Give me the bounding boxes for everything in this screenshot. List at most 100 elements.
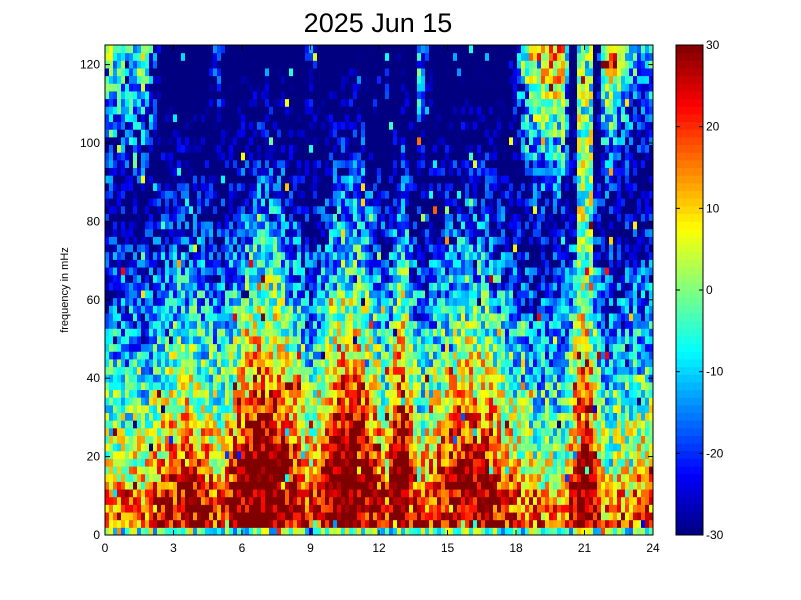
heatmap-cell xyxy=(109,190,114,199)
heatmap-cell xyxy=(373,45,378,54)
heatmap-cell xyxy=(201,198,206,207)
heatmap-cell xyxy=(309,45,314,54)
heatmap-cell xyxy=(265,52,270,61)
heatmap-cell xyxy=(121,244,126,253)
heatmap-cell xyxy=(393,527,398,536)
heatmap-cell xyxy=(233,489,238,498)
heatmap-cell xyxy=(145,305,150,314)
heatmap-cell xyxy=(389,290,394,299)
heatmap-cell xyxy=(293,52,298,61)
heatmap-cell xyxy=(313,129,318,138)
heatmap-cell xyxy=(313,481,318,490)
heatmap-cell xyxy=(301,320,306,329)
heatmap-cell xyxy=(217,106,222,115)
heatmap-cell xyxy=(149,420,154,429)
heatmap-cell xyxy=(281,496,286,505)
heatmap-cell xyxy=(293,512,298,521)
heatmap-cell xyxy=(125,328,130,337)
heatmap-cell xyxy=(189,290,194,299)
heatmap-cell xyxy=(305,450,310,459)
heatmap-cell xyxy=(181,381,186,391)
heatmap-cell xyxy=(117,159,122,168)
heatmap-cell xyxy=(177,512,182,521)
heatmap-cell xyxy=(117,489,122,498)
heatmap-cell xyxy=(269,305,274,314)
heatmap-cell xyxy=(149,45,154,54)
heatmap-cell xyxy=(417,527,422,536)
heatmap-cell xyxy=(141,512,146,521)
heatmap-cell xyxy=(317,435,322,444)
heatmap-cell xyxy=(257,198,262,207)
heatmap-cell xyxy=(357,481,362,490)
heatmap-cell xyxy=(317,83,322,92)
heatmap-cell xyxy=(317,335,322,345)
heatmap-cell xyxy=(317,312,322,322)
heatmap-cell xyxy=(349,519,354,528)
heatmap-cell xyxy=(397,351,402,360)
heatmap-cell xyxy=(233,320,238,329)
heatmap-cell xyxy=(325,389,330,398)
heatmap-cell xyxy=(313,175,318,184)
heatmap-cell xyxy=(173,473,178,482)
heatmap-cell xyxy=(109,83,114,92)
heatmap-cell xyxy=(289,52,294,61)
heatmap-cell xyxy=(329,351,334,360)
heatmap-cell xyxy=(197,159,202,168)
heatmap-cell xyxy=(317,52,322,61)
heatmap-cell xyxy=(185,450,190,459)
heatmap-cell xyxy=(145,458,150,467)
heatmap-cell xyxy=(281,290,286,299)
heatmap-cell xyxy=(117,274,122,283)
heatmap-cell xyxy=(189,45,194,54)
heatmap-cell xyxy=(349,167,354,176)
heatmap-cell xyxy=(317,489,322,498)
heatmap-cell xyxy=(113,412,118,421)
heatmap-cell xyxy=(305,121,310,130)
heatmap-cell xyxy=(281,312,286,322)
heatmap-cell xyxy=(269,259,274,268)
heatmap-cell xyxy=(193,473,198,482)
heatmap-cell xyxy=(377,205,382,214)
heatmap-cell xyxy=(265,427,270,436)
heatmap-cell xyxy=(233,60,238,69)
heatmap-cell xyxy=(221,167,226,176)
heatmap-cell xyxy=(117,90,122,100)
heatmap-cell xyxy=(105,274,110,283)
heatmap-cell xyxy=(137,466,142,475)
heatmap-cell xyxy=(221,381,226,391)
heatmap-cell xyxy=(113,221,118,230)
heatmap-cell xyxy=(253,45,258,54)
heatmap-cell xyxy=(113,152,118,161)
heatmap-cell xyxy=(281,305,286,314)
heatmap-cell xyxy=(377,481,382,490)
heatmap-cell xyxy=(393,45,398,54)
heatmap-cell xyxy=(349,404,354,413)
heatmap-cell xyxy=(177,167,182,176)
heatmap-cell xyxy=(289,129,294,138)
heatmap-cell xyxy=(381,121,386,130)
heatmap-cell xyxy=(273,106,278,115)
heatmap-cell xyxy=(405,527,410,536)
heatmap-cell xyxy=(177,228,182,237)
heatmap-cell xyxy=(357,228,362,237)
heatmap-cell xyxy=(333,443,338,452)
heatmap-cell xyxy=(165,213,170,222)
heatmap-cell xyxy=(161,504,166,513)
heatmap-cell xyxy=(289,351,294,360)
heatmap-cell xyxy=(253,136,258,146)
heatmap-cell xyxy=(261,435,266,444)
heatmap-cell xyxy=(161,519,166,528)
heatmap-cell xyxy=(393,466,398,475)
heatmap-cell xyxy=(325,228,330,237)
heatmap-cell xyxy=(225,282,230,291)
heatmap-cell xyxy=(137,420,142,429)
heatmap-cell xyxy=(401,274,406,283)
heatmap-cell xyxy=(377,159,382,168)
heatmap-cell xyxy=(193,282,198,291)
heatmap-cell xyxy=(173,182,178,191)
heatmap-cell xyxy=(141,221,146,230)
heatmap-cell xyxy=(205,90,210,100)
heatmap-cell xyxy=(169,45,174,54)
heatmap-cell xyxy=(385,113,390,123)
heatmap-cell xyxy=(325,175,330,184)
